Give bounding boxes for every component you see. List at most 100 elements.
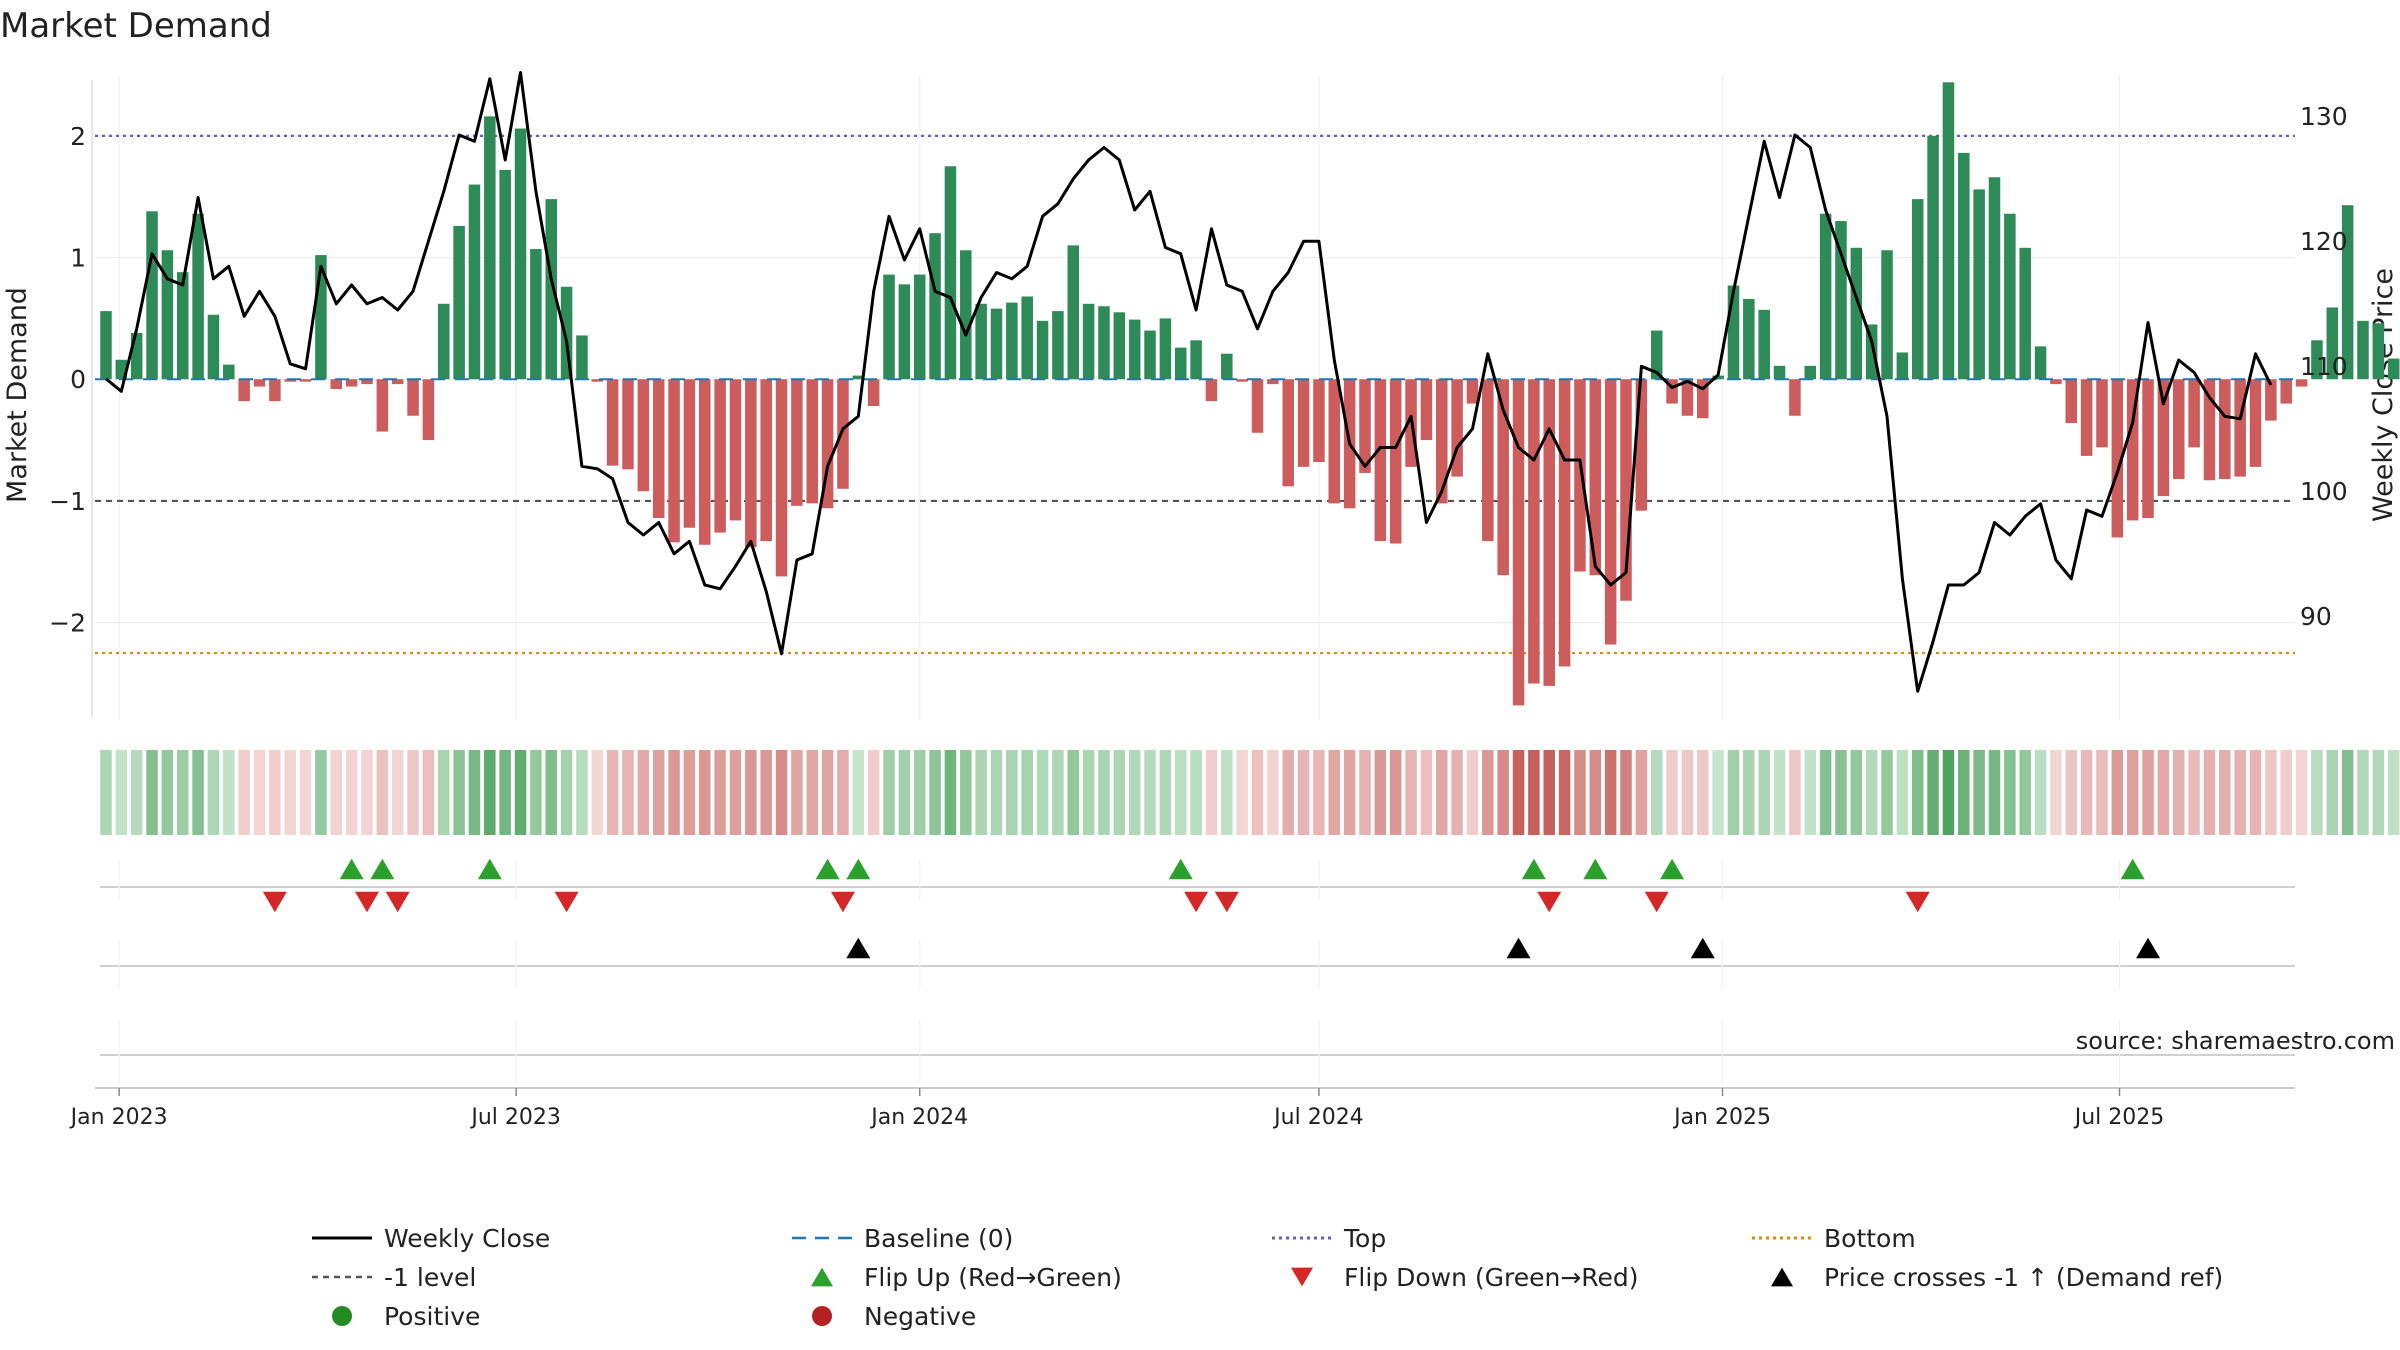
regime-tile	[2203, 750, 2216, 835]
demand-bar	[330, 379, 343, 389]
demand-bar	[929, 233, 941, 380]
regime-tile	[852, 750, 865, 835]
demand-bar	[1313, 379, 1325, 462]
regime-tile	[1973, 750, 1985, 835]
regime-tile	[1958, 750, 1970, 835]
regime-tile	[1236, 750, 1248, 835]
regime-tile	[1082, 750, 1095, 835]
regime-tile	[545, 750, 557, 835]
y-left-tick-label: 1	[70, 244, 86, 273]
demand-bar	[2096, 379, 2108, 448]
regime-tile	[1221, 750, 1233, 835]
demand-bar	[714, 379, 726, 533]
legend-symbol-triangle-up	[811, 1267, 833, 1287]
demand-bar	[238, 379, 250, 402]
regime-tile	[514, 750, 527, 835]
flip-up-marker	[477, 858, 502, 880]
regime-tile	[2080, 750, 2093, 835]
regime-tile	[2050, 750, 2062, 835]
regime-tile	[1697, 750, 1709, 835]
demand-bar	[1543, 379, 1555, 686]
demand-bar	[2004, 213, 2016, 380]
demand-bar	[2188, 379, 2200, 448]
demand-bar	[2126, 379, 2139, 521]
demand-bar	[560, 286, 573, 380]
legend-symbol-circle	[812, 1306, 832, 1326]
y-left-tick-label: −1	[49, 487, 86, 516]
regime-tile	[1174, 750, 1187, 835]
demand-bar	[944, 166, 957, 380]
regime-tile	[1543, 750, 1555, 835]
demand-bar	[1482, 379, 1494, 542]
demand-bar	[745, 379, 757, 548]
regime-tile	[2034, 750, 2047, 835]
flip-down-marker	[1184, 891, 1209, 913]
y-right-tick-label: 130	[2300, 102, 2348, 131]
regime-tile	[1881, 750, 1893, 835]
regime-tile	[315, 750, 327, 835]
demand-bar	[1251, 379, 1264, 433]
demand-bar	[453, 225, 465, 380]
flip-up-marker	[1583, 858, 1608, 880]
regime-tile	[2372, 750, 2385, 835]
regime-tile	[422, 750, 435, 835]
regime-tile	[1589, 750, 1602, 835]
demand-bar	[1789, 379, 1801, 416]
demand-bar	[775, 379, 788, 577]
regime-tile	[1727, 750, 1740, 835]
demand-bar	[1067, 245, 1080, 380]
regime-tile	[729, 750, 742, 835]
regime-tile	[960, 750, 972, 835]
regime-tile	[1144, 750, 1156, 835]
demand-bar	[1958, 152, 1970, 380]
regime-tile	[2311, 750, 2323, 835]
regime-tile	[1282, 750, 1294, 835]
demand-bar	[1681, 379, 1694, 416]
x-tick-label: Jul 2025	[2073, 1105, 2165, 1130]
regime-tile	[699, 750, 711, 835]
regime-tile	[944, 750, 957, 835]
regime-tile	[1635, 750, 1648, 835]
regime-tile	[1359, 750, 1371, 835]
regime-tile	[745, 750, 757, 835]
regime-tile	[1819, 750, 1832, 835]
demand-bar	[1359, 379, 1371, 473]
regime-tile	[1436, 750, 1448, 835]
flip-down-marker	[1644, 891, 1669, 913]
regime-tile	[2111, 750, 2124, 835]
weekly-close-line	[105, 71, 2273, 693]
regime-tile	[2096, 750, 2108, 835]
regime-tile	[1804, 750, 1817, 835]
legend-label: Flip Up (Red→Green)	[864, 1263, 1122, 1292]
demand-bar	[437, 303, 450, 380]
regime-tile	[1159, 750, 1172, 835]
regime-tile	[791, 750, 803, 835]
x-tick-label: Jan 2023	[69, 1105, 168, 1130]
regime-tile	[468, 750, 481, 835]
demand-bar	[545, 199, 557, 380]
legend-symbol-circle	[332, 1306, 352, 1326]
demand-bar	[1528, 379, 1540, 684]
demand-bar	[1804, 365, 1817, 380]
price-cross-markers	[846, 937, 2161, 959]
demand-bar	[960, 250, 972, 380]
regime-tile	[1190, 750, 1202, 835]
regime-tile	[299, 750, 312, 835]
regime-tile	[161, 750, 174, 835]
regime-tile	[530, 750, 542, 835]
regime-tile	[2157, 750, 2170, 835]
demand-bar	[422, 379, 435, 441]
demand-bar	[269, 379, 281, 402]
demand-bar	[1697, 379, 1709, 419]
regime-tile	[1896, 750, 1909, 835]
demand-bar	[1512, 379, 1525, 706]
regime-tile	[1267, 750, 1279, 835]
demand-bar	[146, 211, 158, 380]
demand-bar	[1666, 379, 1678, 404]
demand-bar	[376, 379, 389, 432]
demand-bar	[1712, 375, 1724, 380]
regime-tile	[606, 750, 619, 835]
demand-bar	[161, 250, 174, 380]
regime-tile	[1205, 750, 1218, 835]
